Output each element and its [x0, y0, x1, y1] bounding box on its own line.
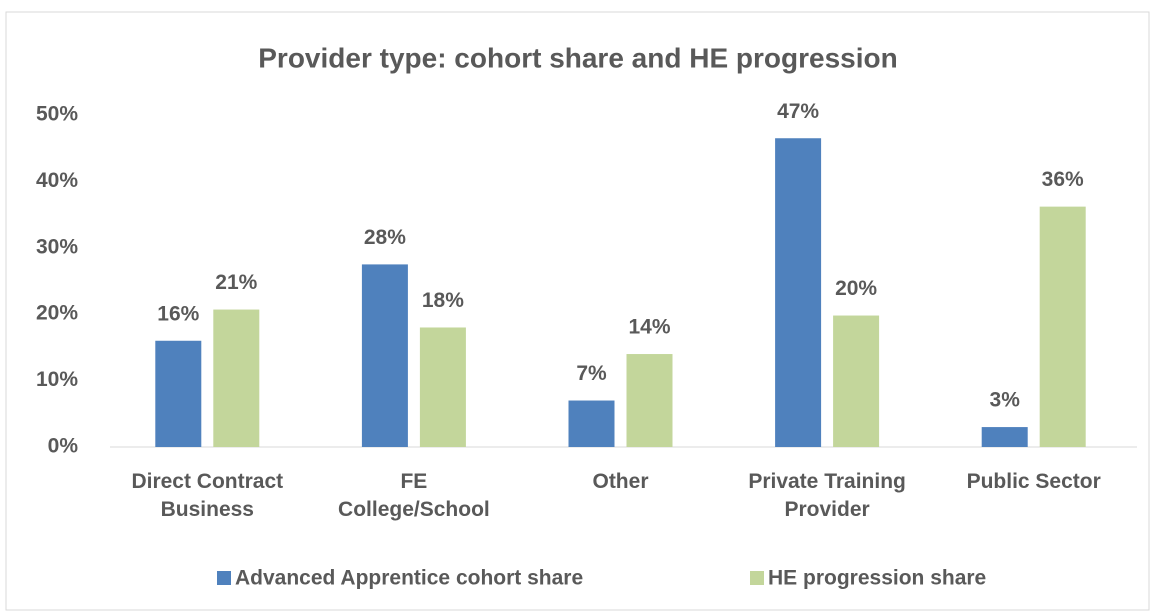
- bar: [626, 354, 673, 447]
- data-label: 20%: [835, 277, 877, 300]
- y-tick-label: 40%: [36, 169, 78, 192]
- bar: [213, 309, 260, 447]
- bar: [1039, 206, 1086, 447]
- data-label: 47%: [777, 100, 819, 123]
- bar: [568, 400, 615, 447]
- bar: [833, 315, 880, 447]
- data-label: 14%: [628, 316, 670, 339]
- chart-title: Provider type: cohort share and HE progr…: [258, 42, 897, 73]
- data-label: 36%: [1042, 168, 1084, 191]
- y-tick-label: 10%: [36, 368, 78, 391]
- y-tick-label: 20%: [36, 302, 78, 325]
- bar: [981, 427, 1028, 447]
- bar: [775, 138, 822, 448]
- legend-label: Advanced Apprentice cohort share: [235, 567, 583, 590]
- x-tick-label: FE College/School: [338, 470, 490, 521]
- legend-swatch: [750, 571, 764, 585]
- chart-border: [5, 11, 1150, 611]
- x-tick-label: Public Sector: [966, 470, 1101, 493]
- data-label: 18%: [422, 289, 464, 312]
- y-tick-label: 0%: [48, 435, 79, 458]
- data-label: 3%: [990, 389, 1021, 412]
- x-tick-label: Other: [592, 470, 649, 493]
- x-tick-label: Private Training Provider: [748, 470, 906, 521]
- x-tick-label: Direct Contract Business: [131, 470, 284, 521]
- legend-label: HE progression share: [768, 567, 986, 590]
- legend-swatch: [217, 571, 231, 585]
- bar: [155, 340, 202, 447]
- bar: [419, 327, 466, 447]
- data-label: 16%: [157, 302, 199, 325]
- y-tick-label: 50%: [36, 103, 78, 126]
- bar: [361, 264, 408, 447]
- data-label: 28%: [364, 226, 406, 249]
- data-label: 21%: [215, 271, 257, 294]
- y-tick-label: 30%: [36, 235, 78, 258]
- data-label: 7%: [576, 362, 607, 385]
